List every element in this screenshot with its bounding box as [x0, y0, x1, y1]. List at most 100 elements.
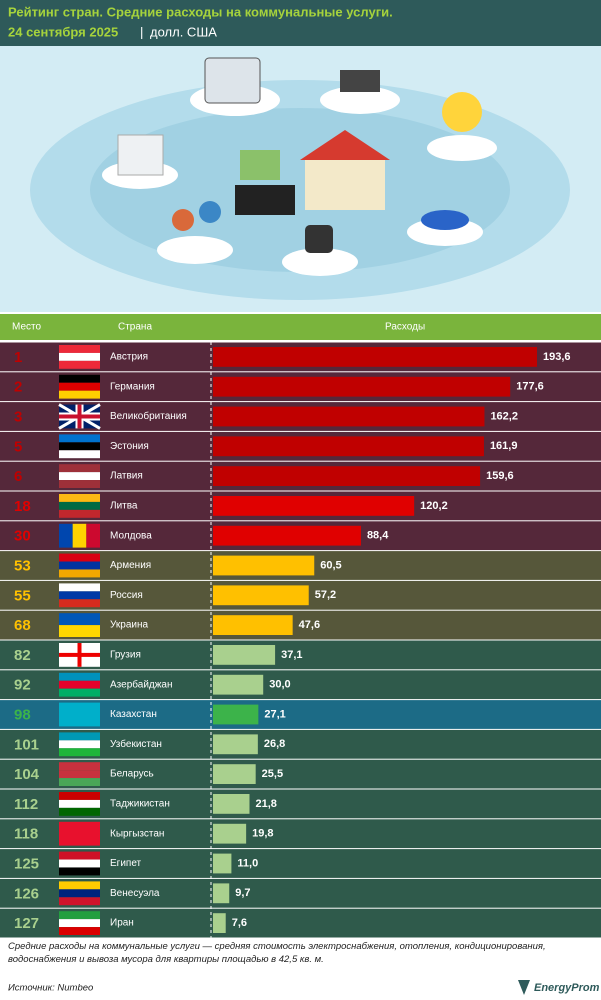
flag-stripe	[59, 732, 100, 741]
flag-stripe	[59, 450, 100, 459]
bar	[213, 585, 309, 606]
rank: 112	[14, 796, 38, 813]
value-label: 88,4	[367, 530, 389, 542]
rank: 82	[14, 647, 31, 664]
value-label: 21,8	[255, 798, 276, 810]
bar	[213, 704, 259, 725]
column-header-bg	[0, 314, 601, 340]
flag-stripe	[59, 770, 100, 779]
row-bg	[0, 819, 601, 849]
value-label: 9,7	[235, 887, 250, 899]
row-bg	[0, 759, 601, 789]
country-label: Молдова	[110, 530, 152, 541]
country-label: Беларусь	[110, 769, 154, 780]
flag-stripe	[59, 762, 100, 771]
rank: 5	[14, 438, 22, 455]
flag-stripe	[59, 889, 100, 898]
chart-title: Рейтинг стран. Средние расходы на коммун…	[8, 4, 393, 19]
value-label: 161,9	[490, 440, 518, 452]
bar	[213, 615, 293, 635]
flag-stripe	[59, 360, 100, 369]
rank: 18	[14, 498, 31, 515]
bar	[213, 376, 511, 397]
flag	[59, 643, 100, 667]
flag	[59, 792, 100, 816]
flag-stripe	[59, 599, 100, 608]
flag-stripe	[59, 911, 100, 920]
bar	[213, 347, 537, 367]
footnote-box: Средние расходы на коммунальные услуги —…	[8, 941, 546, 965]
value-label: 193,6	[543, 351, 571, 363]
rank: 68	[14, 617, 31, 634]
value-label: 7,6	[232, 917, 247, 929]
country-label: Эстония	[110, 441, 149, 452]
flag-stripe	[59, 583, 100, 592]
rank: 55	[14, 587, 31, 604]
flag-stripe	[59, 881, 100, 890]
flag	[59, 911, 100, 935]
flag	[58, 403, 101, 430]
value-label: 26,8	[264, 738, 285, 750]
rank: 92	[14, 677, 31, 694]
flag-stripe	[59, 688, 100, 697]
flag	[59, 613, 100, 637]
value-label: 159,6	[486, 470, 514, 482]
header-bg	[0, 0, 601, 46]
flag-stripe	[59, 480, 100, 488]
bar	[213, 883, 230, 904]
flag-stripe	[59, 523, 73, 548]
flag-stripe	[77, 643, 82, 667]
row-bg	[0, 640, 601, 670]
flag-stripe	[59, 807, 100, 816]
flag-stripe	[59, 778, 100, 786]
country-label: Таджикистан	[110, 799, 170, 810]
flag-stripe	[59, 352, 100, 361]
country-label: Украина	[110, 620, 149, 631]
flag-stripe	[59, 591, 100, 600]
flag	[59, 851, 100, 876]
flag	[59, 732, 100, 757]
flag-stripe	[59, 569, 100, 578]
flag	[59, 523, 100, 548]
value-label: 25,5	[262, 768, 283, 780]
value-label: 120,2	[420, 500, 448, 512]
flag-stripe	[59, 919, 100, 928]
row-bg	[0, 700, 601, 729]
rank: 3	[14, 408, 22, 425]
row-bg	[0, 849, 601, 878]
logo-icon	[518, 980, 530, 995]
country-label: Иран	[110, 918, 134, 929]
flag-stripe	[59, 501, 100, 510]
flag	[59, 374, 100, 399]
bar	[213, 645, 276, 665]
flag-stripe	[59, 897, 100, 906]
column-header: Страна	[118, 322, 152, 333]
column-header: Место	[12, 322, 41, 333]
flag-stripe	[59, 613, 100, 626]
flag-stripe	[59, 867, 100, 876]
bar	[213, 466, 481, 486]
rank: 2	[14, 379, 22, 396]
flag-stripe	[59, 680, 100, 689]
flag-stripe	[59, 799, 100, 808]
flag-stripe	[59, 740, 100, 749]
column-header: Расходы	[385, 322, 425, 333]
value-label: 162,2	[490, 410, 518, 422]
rank: 30	[14, 528, 31, 545]
flag	[59, 553, 100, 578]
flag-stripe	[59, 821, 100, 846]
value-label: 19,8	[252, 828, 273, 840]
row-bg	[0, 610, 601, 640]
flag	[59, 464, 100, 488]
bar	[213, 674, 264, 695]
flag-stripe	[59, 434, 100, 443]
row-bg	[0, 729, 601, 759]
flag	[59, 821, 100, 846]
flag-stripe	[86, 523, 100, 548]
rank: 6	[14, 468, 22, 485]
bar	[213, 436, 484, 457]
bar	[213, 525, 361, 546]
bar	[213, 555, 315, 576]
country-label: Австрия	[110, 352, 148, 363]
